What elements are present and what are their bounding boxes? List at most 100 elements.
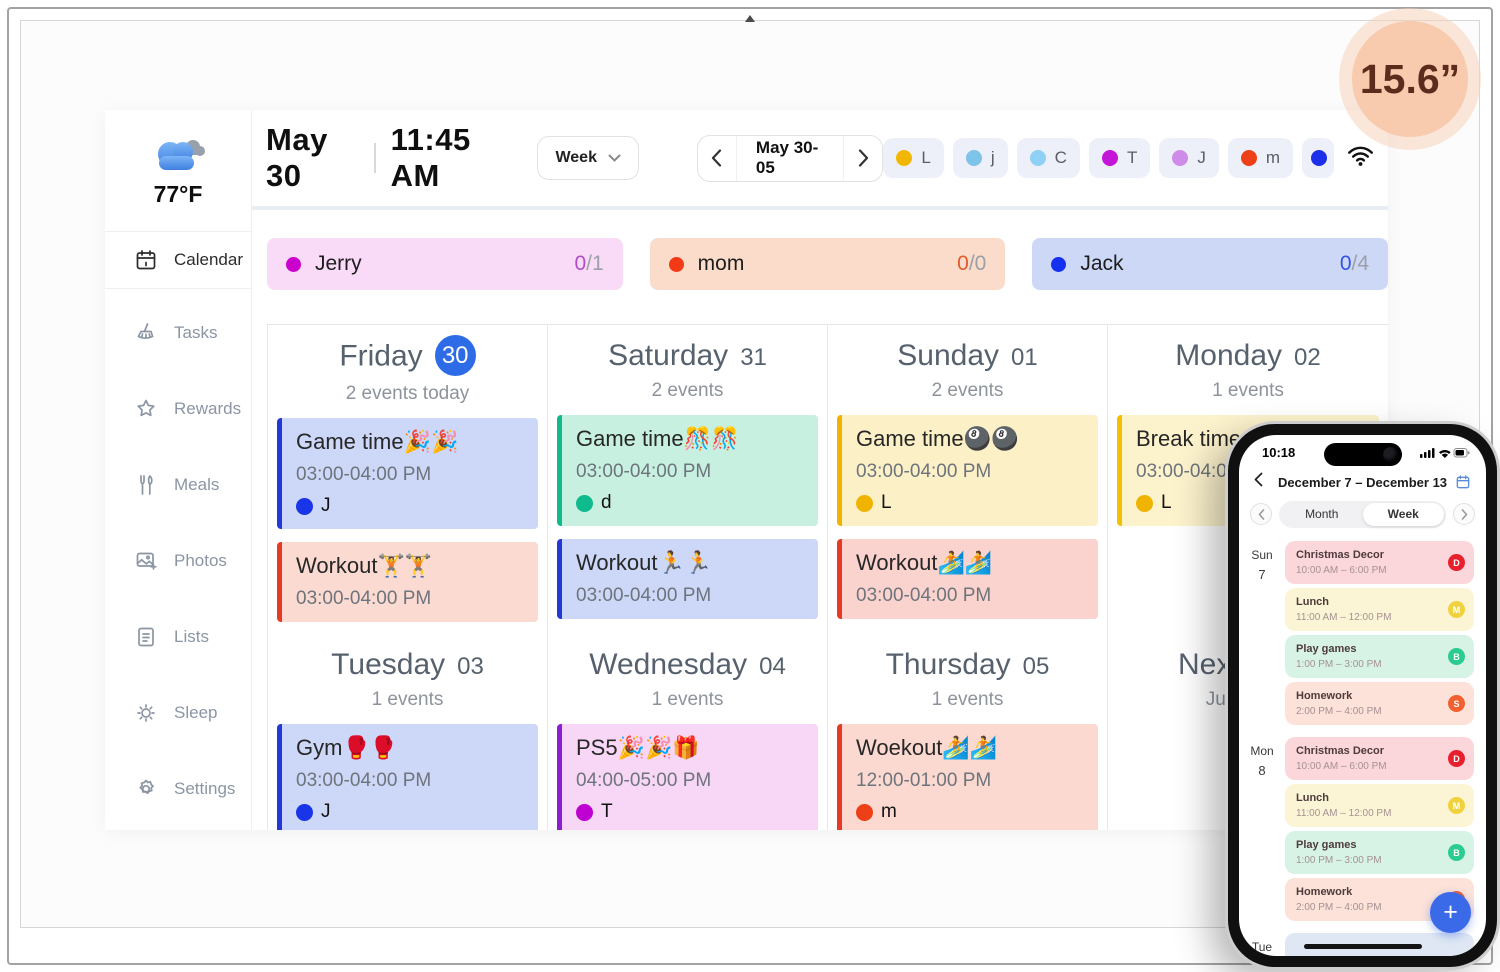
event-card[interactable]: Game time🎉🎉 03:00-04:00 PM J [277,418,538,529]
phone-event-card[interactable]: Christmas Decor 10:00 AM – 6:00 PM D [1285,541,1474,584]
avatar-chip[interactable]: C [1016,138,1080,178]
day-name: Saturday [608,339,729,372]
avatar-chip[interactable]: T [1088,138,1151,178]
event-card[interactable]: PS5🎉🎉🎁 04:00-05:00 PM T [557,724,818,830]
phone-calendar-button[interactable] [1451,474,1471,490]
day-header: Wednesday 04 [557,648,818,682]
person-name: Jack [1080,252,1124,275]
tab-week[interactable]: Week [1362,502,1444,526]
event-card[interactable]: Game time🎊🎊 03:00-04:00 PM d [557,415,818,526]
phone-day-events: Christmas Decor 10:00 AM – 6:00 PM D Lun… [1285,541,1474,729]
avatar-initial: L [921,148,931,167]
sidebar-item-sleep[interactable]: Sleep [105,675,251,751]
event-card[interactable]: Workout🏋️🏋️ 03:00-04:00 PM [277,542,538,622]
add-event-fab[interactable]: + [1430,892,1471,933]
phone-status-icons [1420,446,1470,464]
event-card[interactable]: Gym🥊🥊 03:00-04:00 PM J [277,724,538,830]
phone-event-badge: D [1448,750,1465,767]
day-column: Sunday 01 2 events Game time🎱🎱 03:00-04:0… [828,325,1108,634]
avatar-color-dot [1029,150,1046,166]
view-selector-dropdown[interactable]: Week [537,136,639,180]
person-summary-chip[interactable]: Jack 0/4 [1032,238,1389,290]
avatar-chip[interactable] [1302,138,1334,178]
avatar-chip[interactable]: j [952,138,1008,178]
sidebar-item-lists[interactable]: Lists [105,599,251,675]
current-time: 11:45 AM [390,122,471,193]
phone-event-badge: B [1448,844,1465,861]
sidebar-item-tasks[interactable]: Tasks [105,295,251,371]
phone-event-card[interactable]: Play games 1:00 PM – 3:00 PM B [1285,831,1474,874]
avatar-initial: T [1126,148,1138,167]
day-name: Tuesday [331,648,446,681]
sidebar-item-photos[interactable]: Photos [105,523,251,599]
day-header: Friday 30 [277,335,538,376]
avatar-chip[interactable]: L [883,138,944,178]
person-summary-chip[interactable]: Jerry 0/1 [267,238,623,290]
phone-status-bar: 10:18 [1239,435,1486,467]
phone-prev-button[interactable] [1250,503,1272,525]
phone-event-card[interactable]: Lunch 11:00 AM – 12:00 PM M [1285,784,1474,827]
day-name: Wednesday [589,648,748,681]
document-list-icon [138,627,154,647]
event-card[interactable]: Workout🏄🏄 03:00-04:00 PM [837,539,1098,619]
person-color-dot [286,256,301,272]
avatar-color-dot [1172,150,1189,166]
attendee-color-dot [576,494,593,512]
day-column: Wednesday 04 1 events PS5🎉🎉🎁 04:00-05:00 … [548,634,828,830]
phone-day-events: Christmas Decor 10:00 AM – 6:00 PM D Lun… [1285,737,1474,925]
attendee-color-dot [856,803,873,821]
phone-event-title: Homework [1296,886,1353,898]
tab-month[interactable]: Month [1305,507,1339,521]
calendar-icon [136,250,156,270]
day-events: Game time🎱🎱 03:00-04:00 PM L Workout🏄🏄 0… [837,415,1098,619]
divider [373,143,376,173]
avatar-chip[interactable]: m [1227,138,1293,178]
sidebar-item-label: Tasks [174,323,218,342]
chevron-right-icon [858,149,869,167]
day-number: 03 [457,653,484,680]
event-attendee: L [1136,492,1367,514]
phone-event-card[interactable]: Lunch 11:00 AM – 12:00 PM M [1285,588,1474,631]
event-title: Game time🎱🎱 [856,426,1019,451]
attendee-initial: d [601,492,612,513]
phone-event-badge: B [1448,648,1465,665]
phone-event-title: Play games [1296,643,1357,655]
avatar-chip[interactable]: J [1159,138,1219,178]
phone-event-card[interactable]: Christmas Decor 10:00 AM – 6:00 PM D [1285,737,1474,780]
sidebar-item-calendar[interactable]: Calendar [105,232,251,289]
sidebar-item-rewards[interactable]: Rewards [105,371,251,447]
phone-next-button[interactable] [1453,503,1475,525]
day-number: 04 [759,653,786,680]
phone-event-time: 10:00 AM – 6:00 PM [1296,761,1387,772]
phone-screen: 10:18 December 7 – December 13 [1239,435,1486,956]
phone-event-card[interactable]: Homework 2:00 PM – 4:00 PM S [1285,682,1474,725]
person-name: Jerry [315,252,362,275]
person-summary-chip[interactable]: mom 0/0 [649,238,1006,290]
sidebar-item-settings[interactable]: Settings [105,751,251,827]
next-week-button[interactable] [844,136,882,181]
topbar: May 30 11:45 AM Week May 30-05 L j [252,110,1388,210]
day-events: Gym🥊🥊 03:00-04:00 PM J [277,724,538,830]
event-card[interactable]: Game time🎱🎱 03:00-04:00 PM L [837,415,1098,526]
phone-event-card[interactable]: Play games 1:00 PM – 3:00 PM B [1285,635,1474,678]
phone-day-group: Mon 8 Christmas Decor 10:00 AM – 6:00 PM … [1239,737,1474,925]
phone-event-title: Lunch [1296,792,1329,804]
day-number: 02 [1294,344,1321,371]
avatar-color-dot [896,150,913,166]
attendee-initial: T [601,801,613,822]
phone-back-button[interactable] [1254,472,1274,492]
day-event-count: 2 events [931,380,1004,401]
prev-week-button[interactable] [698,136,736,181]
sidebar-item-label: Rewards [174,399,242,418]
event-time: 03:00-04:00 PM [296,588,432,609]
broom-icon [137,323,154,339]
day-event-count: 1 events [651,689,724,710]
event-card[interactable]: Workout🏃🏃 03:00-04:00 PM [557,539,818,619]
dynamic-island [1323,443,1402,466]
sidebar-item-meals[interactable]: Meals [105,447,251,523]
day-column: Tuesday 03 1 events Gym🥊🥊 03:00-04:00 PM … [268,634,548,830]
date-range-navigator: May 30-05 [696,134,884,182]
day-number: 05 [1022,653,1050,680]
event-card[interactable]: Woekout🏄🏄 12:00-01:00 PM m [837,724,1098,830]
attendee-initial: L [881,492,892,513]
